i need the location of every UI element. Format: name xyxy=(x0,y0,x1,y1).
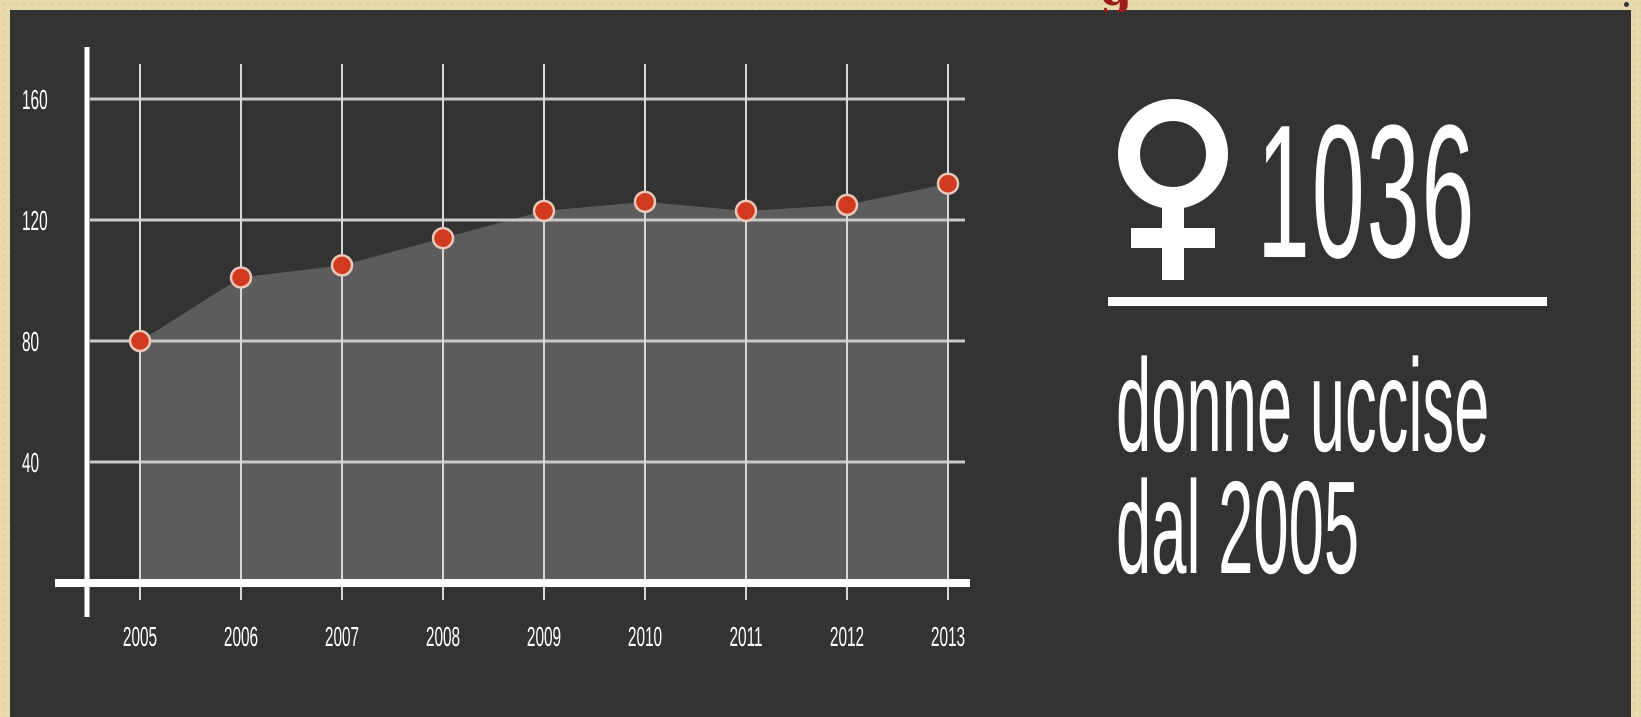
caption-line-2: dal 2005 xyxy=(1116,454,1360,601)
venus-icon xyxy=(1118,99,1228,280)
data-point-2005 xyxy=(128,329,152,353)
stat-caption: donne uccise dal 2005 xyxy=(1116,332,1490,601)
data-point-2011 xyxy=(734,199,758,223)
x-tick-label-2011: 2011 xyxy=(729,621,762,652)
total-count: 1036 xyxy=(1257,86,1477,298)
data-point-2013 xyxy=(936,172,960,195)
y-tick-label-160: 160 xyxy=(22,84,48,115)
x-tick-label-2012: 2012 xyxy=(830,621,864,652)
x-tick-label-2009: 2009 xyxy=(527,621,561,652)
stat-block: 1036 xyxy=(1113,92,1641,292)
data-point-2009 xyxy=(532,199,556,223)
title-fragment: g xyxy=(1100,0,1132,12)
data-point-2010 xyxy=(633,190,657,214)
x-tick-label-2008: 2008 xyxy=(426,621,460,652)
x-tick-label-2007: 2007 xyxy=(325,621,359,652)
y-tick-label-40: 40 xyxy=(22,447,39,478)
x-tick-label-2013: 2013 xyxy=(931,621,965,652)
x-tick-label-2006: 2006 xyxy=(224,621,258,652)
caption-line-1: donne uccise xyxy=(1116,332,1490,479)
y-tick-label-80: 80 xyxy=(22,326,39,357)
y-tick-label-120: 120 xyxy=(22,205,48,236)
x-tick-label-2005: 2005 xyxy=(123,621,157,652)
x-tick-label-2010: 2010 xyxy=(628,621,662,652)
data-point-2007 xyxy=(330,254,354,277)
corner-dot xyxy=(1624,2,1629,7)
data-point-2006 xyxy=(229,266,253,289)
data-point-2008 xyxy=(431,226,455,250)
data-point-2012 xyxy=(835,193,859,217)
divider-line xyxy=(1108,297,1547,306)
